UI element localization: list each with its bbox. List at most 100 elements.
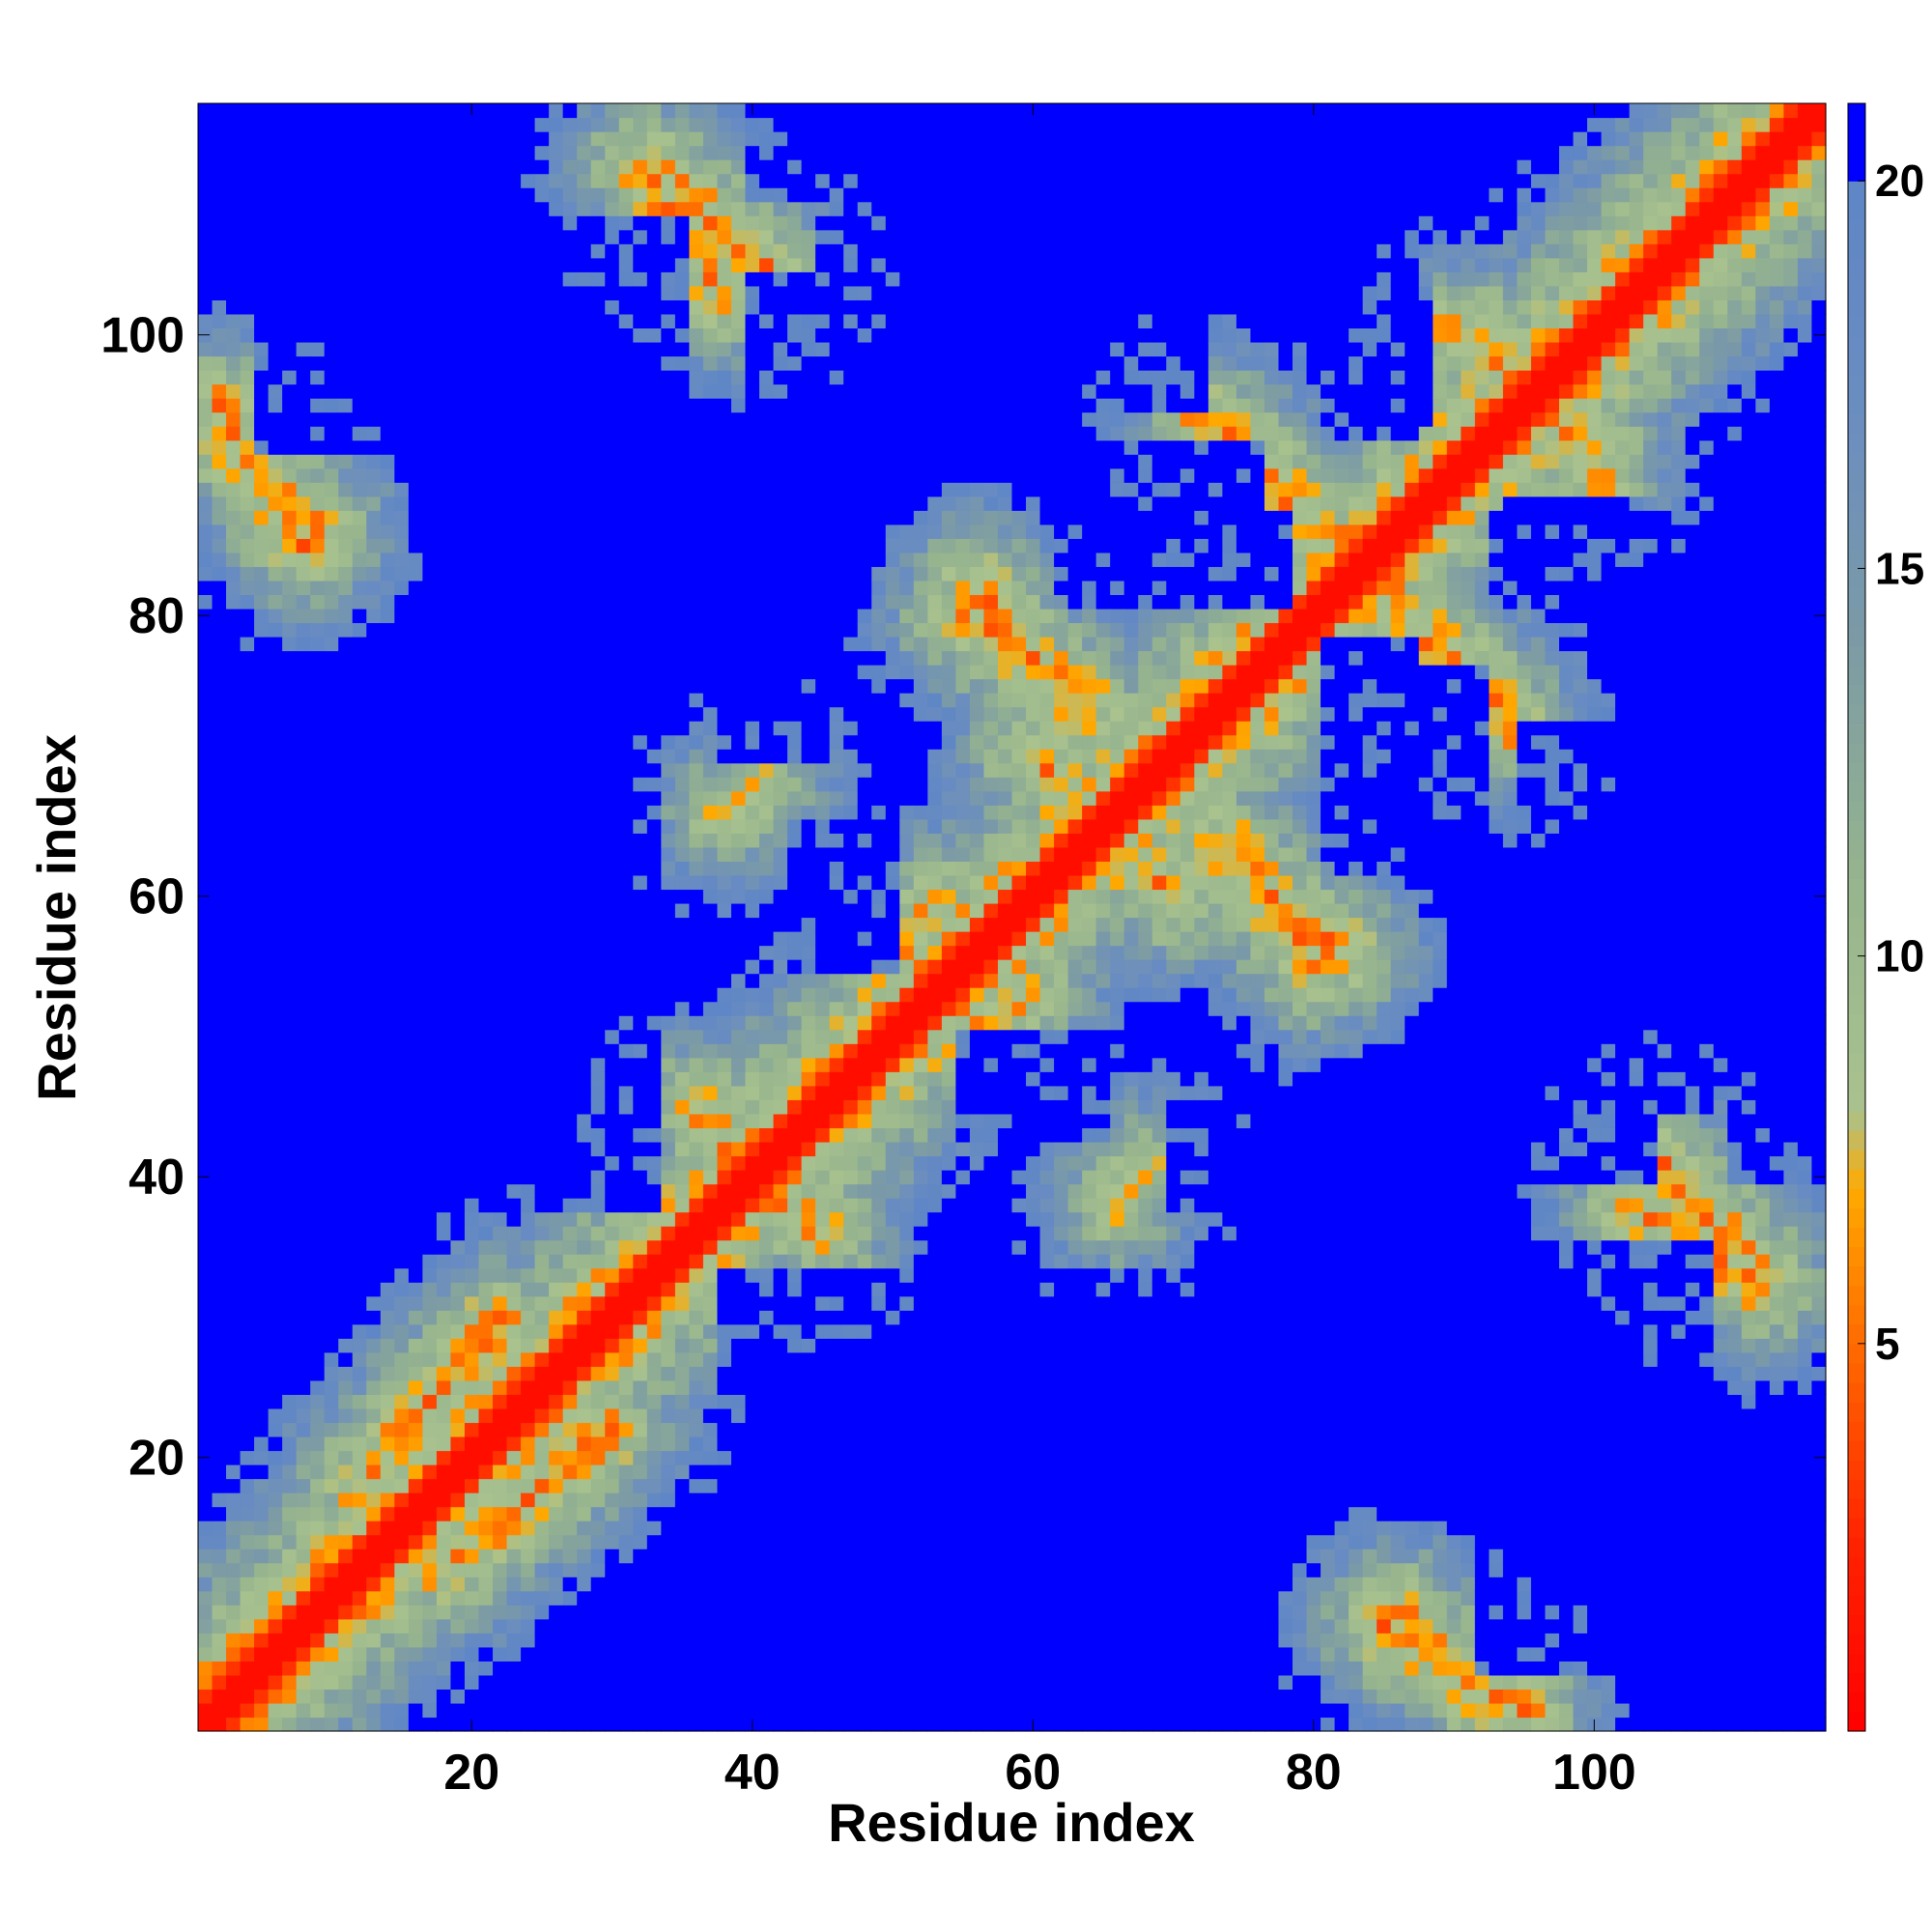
heatmap-cell <box>268 762 283 778</box>
heatmap-cell <box>226 229 242 244</box>
heatmap-cell <box>633 1506 648 1521</box>
heatmap-cell <box>282 1689 298 1704</box>
heatmap-cell <box>296 369 311 385</box>
heatmap-cell <box>493 693 508 708</box>
heatmap-cell <box>534 243 550 259</box>
heatmap-cell <box>506 454 522 469</box>
heatmap-cell <box>324 313 339 329</box>
heatmap-cell <box>464 1464 480 1480</box>
heatmap-cell <box>408 1141 424 1157</box>
heatmap-cell <box>212 1435 227 1452</box>
heatmap-cell <box>380 454 395 469</box>
heatmap-cell <box>198 426 213 441</box>
heatmap-cell <box>773 1478 788 1493</box>
heatmap-cell <box>436 1338 452 1353</box>
heatmap-cell <box>689 1478 704 1493</box>
heatmap-cell <box>633 1689 648 1704</box>
heatmap-cell <box>296 678 311 694</box>
heatmap-cell <box>324 1702 339 1719</box>
heatmap-cell <box>702 622 719 638</box>
heatmap-cell <box>310 1001 326 1016</box>
heatmap-cell <box>577 594 592 610</box>
heatmap-cell <box>689 1226 704 1241</box>
heatmap-cell <box>689 1113 704 1128</box>
heatmap-cell <box>534 1422 550 1437</box>
heatmap-cell <box>773 1226 788 1241</box>
heatmap-cell <box>296 818 311 834</box>
heatmap-cell <box>226 805 242 820</box>
heatmap-cell <box>268 874 283 891</box>
heatmap-cell <box>352 1577 367 1592</box>
heatmap-cell <box>730 734 747 750</box>
heatmap-cell <box>702 580 719 596</box>
heatmap-cell <box>394 693 410 708</box>
heatmap-cell <box>689 1422 704 1437</box>
heatmap-cell <box>380 1338 395 1353</box>
heatmap-cell <box>702 987 719 1003</box>
heatmap-cell <box>296 173 311 188</box>
heatmap-cell <box>717 1646 732 1662</box>
heatmap-cell <box>338 1548 354 1564</box>
heatmap-cell <box>674 1211 691 1227</box>
heatmap-cell <box>198 1155 213 1171</box>
heatmap-cell <box>661 1029 676 1044</box>
heatmap-cell <box>324 355 339 371</box>
heatmap-cell <box>534 1534 550 1549</box>
heatmap-cell <box>254 341 270 357</box>
heatmap-cell <box>296 327 311 343</box>
heatmap-cell <box>296 945 311 960</box>
heatmap-cell <box>549 874 564 891</box>
heatmap-cell <box>450 229 466 244</box>
heatmap-cell <box>324 1422 339 1437</box>
heatmap-cell <box>254 1435 270 1452</box>
heatmap-cell <box>674 313 691 329</box>
heatmap-cell <box>787 945 803 960</box>
heatmap-cell <box>352 1015 367 1031</box>
heatmap-cell <box>226 706 242 722</box>
heatmap-cell <box>226 341 242 357</box>
heatmap-cell <box>212 1141 227 1157</box>
heatmap-cell <box>787 1071 803 1087</box>
heatmap-cell <box>773 1029 788 1044</box>
heatmap-cell <box>577 1577 592 1592</box>
heatmap-cell <box>534 327 550 343</box>
heatmap-cell <box>787 1450 803 1465</box>
heatmap-cell <box>478 426 494 441</box>
heatmap-cell <box>661 959 676 975</box>
heatmap-cell <box>352 931 367 947</box>
heatmap-cell <box>506 117 522 132</box>
heatmap-cell <box>646 1338 662 1353</box>
heatmap-cell <box>646 931 662 947</box>
heatmap-cell <box>730 1183 747 1199</box>
heatmap-cell <box>633 1605 648 1620</box>
heatmap-cell <box>226 987 242 1003</box>
heatmap-cell <box>408 846 424 862</box>
heatmap-cell <box>282 173 298 188</box>
heatmap-cell <box>773 1674 788 1690</box>
heatmap-cell <box>702 805 719 820</box>
heatmap-cell <box>282 1198 298 1213</box>
heatmap-cell <box>633 1577 648 1592</box>
heatmap-cell <box>590 889 606 904</box>
heatmap-cell <box>618 173 634 188</box>
heatmap-cell <box>549 1169 564 1185</box>
heatmap-cell <box>422 902 438 919</box>
heatmap-cell <box>506 426 522 441</box>
heatmap-cell <box>717 510 732 526</box>
heatmap-cell <box>618 187 634 203</box>
heatmap-cell <box>702 1338 719 1353</box>
heatmap-cell <box>240 1015 255 1031</box>
heatmap-cell <box>198 538 213 554</box>
heatmap-cell <box>408 917 424 932</box>
heatmap-cell <box>633 552 648 567</box>
heatmap-cell <box>422 1633 438 1648</box>
heatmap-cell <box>338 650 354 666</box>
heatmap-cell <box>478 1282 494 1297</box>
heatmap-cell <box>618 1366 634 1381</box>
heatmap-cell <box>212 1323 227 1339</box>
heatmap-cell <box>717 426 732 441</box>
heatmap-cell <box>198 1717 213 1732</box>
heatmap-cell <box>646 1351 662 1367</box>
heatmap-cell <box>352 1071 367 1087</box>
heatmap-cell <box>268 566 283 582</box>
